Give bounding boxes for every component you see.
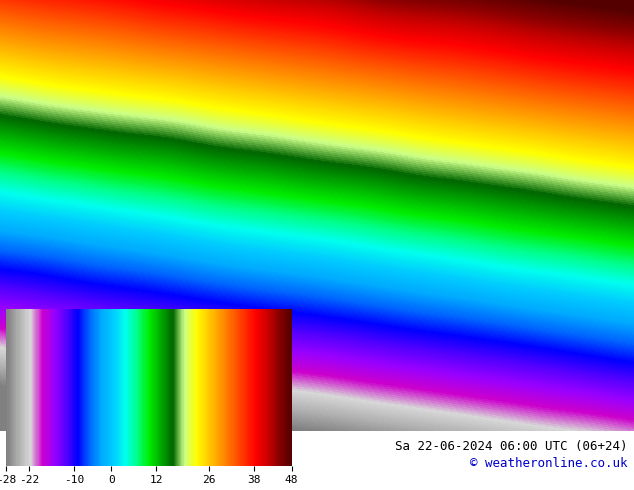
Text: Sa 22-06-2024 06:00 UTC (06+24): Sa 22-06-2024 06:00 UTC (06+24)	[395, 440, 628, 453]
Text: Temperature (2m) [°C] ECMWF: Temperature (2m) [°C] ECMWF	[6, 440, 209, 453]
Text: © weatheronline.co.uk: © weatheronline.co.uk	[470, 457, 628, 470]
